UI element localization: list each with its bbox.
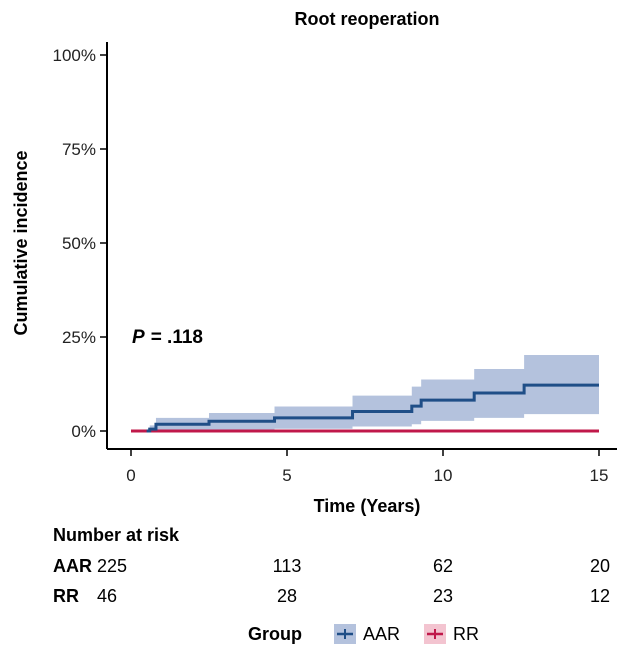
- x-tick-label: 0: [126, 466, 135, 485]
- x-ticks: 0 5 10 15: [126, 449, 608, 485]
- legend-label-aar: AAR: [363, 624, 400, 644]
- risk-cell: 46: [97, 586, 117, 606]
- y-ticks: 0% 25% 50% 75% 100%: [53, 46, 107, 441]
- p-value-annotation: P = .118: [132, 327, 203, 348]
- legend-title: Group: [248, 624, 302, 644]
- y-tick-label: 25%: [62, 328, 96, 347]
- y-tick-label: 100%: [53, 46, 96, 65]
- y-tick-label: 0%: [71, 422, 96, 441]
- risk-cell: 20: [590, 556, 610, 576]
- risk-table: AAR 225 113 62 20 RR 46 28 23 12: [53, 556, 610, 606]
- y-axis-label: Cumulative incidence: [11, 150, 31, 335]
- x-axis-label: Time (Years): [314, 496, 421, 516]
- x-tick-label: 5: [282, 466, 291, 485]
- risk-table-title: Number at risk: [53, 525, 180, 545]
- ci-bands: [146, 355, 599, 431]
- x-tick-label: 10: [434, 466, 453, 485]
- y-tick-label: 50%: [62, 234, 96, 253]
- risk-cell: 225: [97, 556, 127, 576]
- series-line-aar: [146, 383, 599, 433]
- p-label: P: [132, 327, 145, 348]
- chart-title: Root reoperation: [294, 9, 439, 29]
- risk-row-label: RR: [53, 586, 79, 606]
- risk-cell: 62: [433, 556, 453, 576]
- legend: Group AAR RR: [248, 624, 479, 644]
- legend-label-rr: RR: [453, 624, 479, 644]
- series-lines: [131, 383, 599, 433]
- y-tick-label: 75%: [62, 140, 96, 159]
- risk-cell: 12: [590, 586, 610, 606]
- x-tick-label: 15: [590, 466, 609, 485]
- risk-cell: 23: [433, 586, 453, 606]
- p-value: = .118: [151, 327, 203, 348]
- risk-cell: 28: [277, 586, 297, 606]
- ci-band-aar: [146, 355, 599, 431]
- risk-row-label: AAR: [53, 556, 92, 576]
- risk-cell: 113: [273, 556, 302, 576]
